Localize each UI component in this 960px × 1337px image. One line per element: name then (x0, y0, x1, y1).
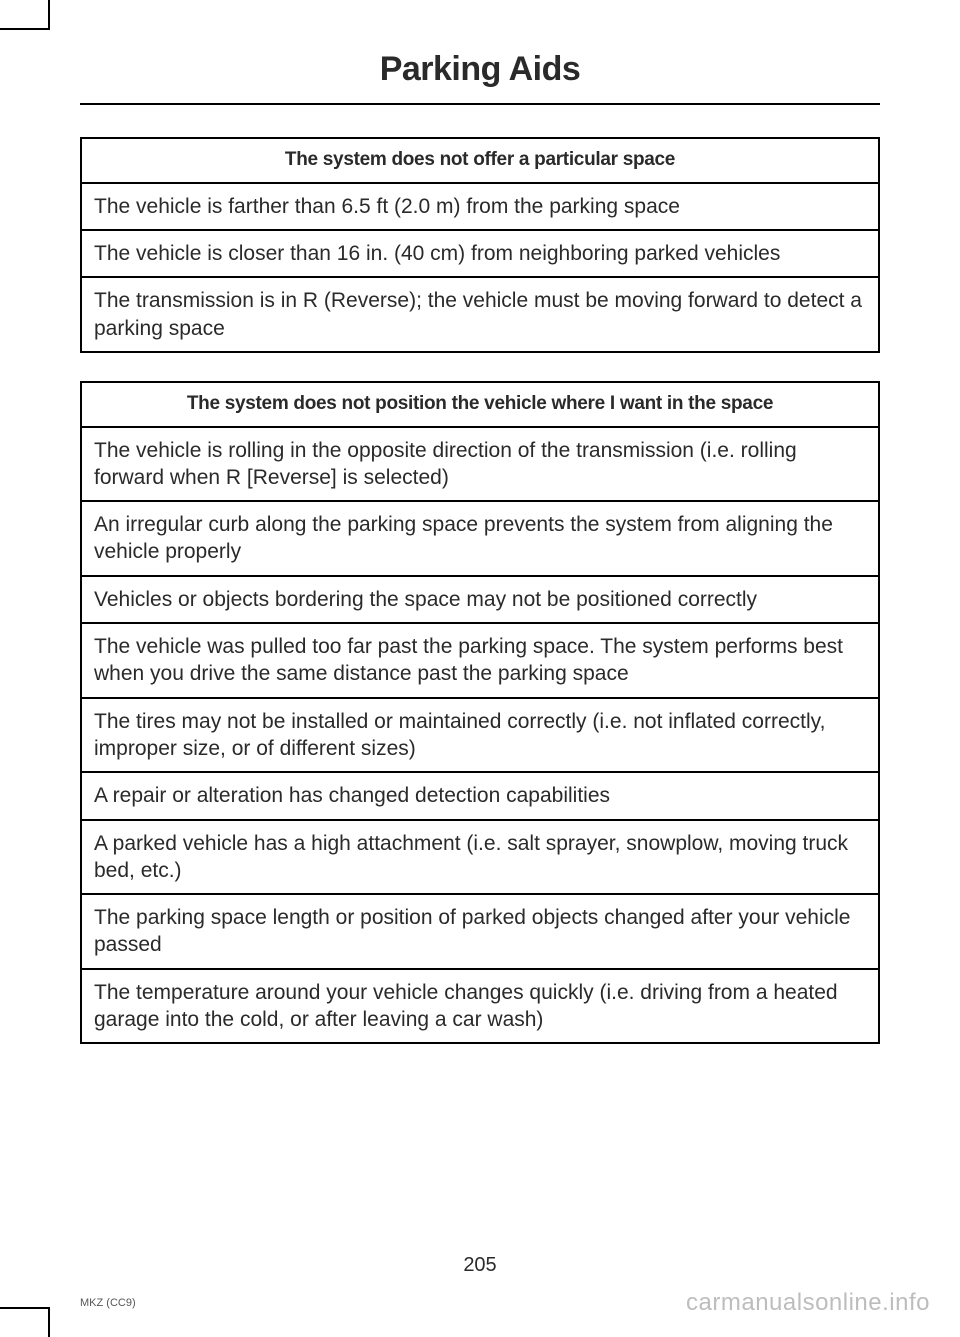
table-row: The vehicle is rolling in the opposite d… (81, 427, 879, 502)
table-row: The temperature around your vehicle chan… (81, 969, 879, 1044)
table2-header: The system does not position the vehicle… (81, 382, 879, 427)
page-number: 205 (0, 1254, 960, 1277)
page-content: Parking Aids The system does not offer a… (80, 50, 880, 1072)
table1-header: The system does not offer a particular s… (81, 138, 879, 183)
title-rule (80, 103, 880, 105)
table-row: Vehicles or objects bordering the space … (81, 576, 879, 623)
troubleshoot-table-1: The system does not offer a particular s… (80, 137, 880, 353)
table-row: An irregular curb along the parking spac… (81, 501, 879, 576)
table-row: The tires may not be installed or mainta… (81, 698, 879, 773)
table-row: A parked vehicle has a high attachment (… (81, 820, 879, 895)
table-row: The parking space length or position of … (81, 894, 879, 969)
table-row: A repair or alteration has changed detec… (81, 772, 879, 819)
crop-mark-bottom-left (0, 1307, 50, 1337)
troubleshoot-table-2: The system does not position the vehicle… (80, 381, 880, 1044)
watermark-text: carmanualsonline.info (686, 1289, 930, 1317)
table-row: The transmission is in R (Reverse); the … (81, 277, 879, 352)
table-row: The vehicle is farther than 6.5 ft (2.0 … (81, 183, 879, 230)
footer-model-code: MKZ (CC9) (80, 1297, 136, 1309)
table-row: The vehicle was pulled too far past the … (81, 623, 879, 698)
chapter-title: Parking Aids (80, 50, 880, 89)
table-row: The vehicle is closer than 16 in. (40 cm… (81, 230, 879, 277)
crop-mark-top-left (0, 0, 50, 30)
